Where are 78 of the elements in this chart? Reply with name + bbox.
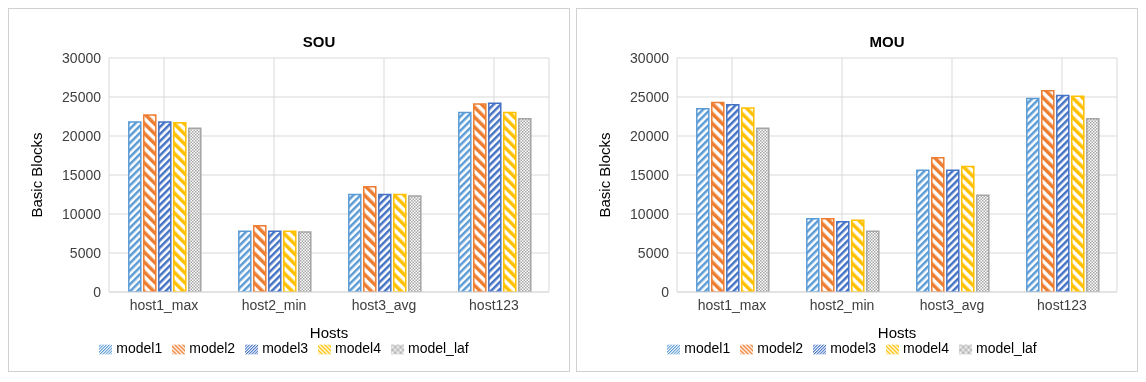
bar <box>836 221 850 292</box>
x-tick-label: host123 <box>1037 296 1088 313</box>
bar <box>851 219 865 292</box>
bar <box>173 121 187 292</box>
y-tick-label: 25000 <box>62 88 102 105</box>
bar <box>1026 97 1040 292</box>
bar <box>866 230 880 292</box>
bar <box>268 230 282 292</box>
chart-title: SOU <box>301 33 337 50</box>
bar <box>393 193 407 292</box>
bar <box>348 193 362 292</box>
bar <box>1086 118 1100 292</box>
legend-label: model1 <box>684 340 731 356</box>
x-tick-label: host2_min <box>241 296 307 313</box>
bar <box>1056 94 1070 292</box>
legend-label: model_laf <box>407 340 469 356</box>
bar <box>916 169 930 292</box>
y-tick-label: 25000 <box>630 88 670 105</box>
legend-label: model2 <box>189 340 236 356</box>
x-tick-label: host2_min <box>809 296 875 313</box>
y-tick-label: 5000 <box>69 244 102 261</box>
y-tick-label: 30000 <box>630 49 670 66</box>
x-tick-label: host3_avg <box>351 296 417 313</box>
bar <box>741 107 755 292</box>
y-axis-title: Basic Blocks <box>28 132 46 218</box>
bar <box>488 102 502 292</box>
bar <box>253 224 267 292</box>
x-tick-label: host3_avg <box>919 296 985 313</box>
y-tick-label: 0 <box>93 283 102 300</box>
bar <box>961 165 975 292</box>
bar <box>946 169 960 292</box>
chart-title: MOU <box>868 33 906 50</box>
y-tick-label: 20000 <box>630 127 670 144</box>
y-tick-label: 15000 <box>62 166 102 183</box>
legend-label: model2 <box>757 340 804 356</box>
bar <box>473 103 487 292</box>
bar <box>158 121 172 292</box>
legend-label: model_laf <box>975 340 1037 356</box>
x-tick-label: host1_max <box>129 296 199 313</box>
bar <box>756 127 770 292</box>
bar <box>298 231 312 292</box>
bar <box>976 194 990 292</box>
y-tick-label: 15000 <box>630 166 670 183</box>
legend-label: model3 <box>830 340 877 356</box>
bar <box>503 111 517 292</box>
x-axis-title: Hosts <box>309 324 349 341</box>
x-tick-label: host123 <box>469 296 520 313</box>
bar <box>283 230 297 292</box>
bar <box>806 217 820 292</box>
bar <box>518 118 532 292</box>
bar <box>931 157 945 292</box>
bar <box>711 101 725 292</box>
legend-label: model1 <box>116 340 163 356</box>
y-tick-label: 30000 <box>62 49 102 66</box>
legend-label: model4 <box>903 340 949 356</box>
y-tick-label: 10000 <box>630 205 670 222</box>
bar <box>143 114 157 292</box>
bar <box>821 217 835 292</box>
legend-label: model3 <box>262 340 309 356</box>
y-tick-label: 10000 <box>62 205 102 222</box>
bar <box>696 107 710 292</box>
bar <box>1041 90 1055 292</box>
bar <box>726 104 740 292</box>
bar <box>188 127 202 292</box>
y-tick-label: 0 <box>661 283 670 300</box>
x-axis-title: Hosts <box>877 324 917 341</box>
y-tick-label: 5000 <box>637 244 670 261</box>
bar <box>238 230 252 292</box>
bar <box>1071 95 1085 292</box>
bar <box>408 195 422 292</box>
legend-label: model4 <box>335 340 381 356</box>
y-axis-title: Basic Blocks <box>596 132 614 218</box>
bar <box>128 121 142 292</box>
y-tick-label: 20000 <box>62 127 102 144</box>
x-tick-label: host1_max <box>697 296 767 313</box>
bar <box>363 185 377 292</box>
bar <box>458 111 472 292</box>
bar <box>378 193 392 292</box>
